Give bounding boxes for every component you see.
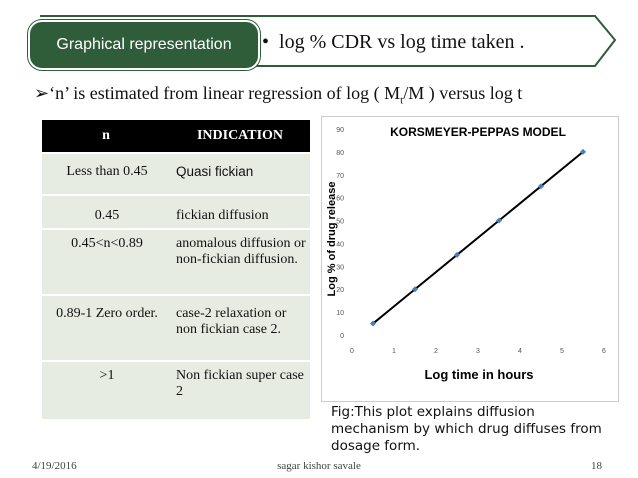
x-tick-label: 1 bbox=[392, 348, 396, 355]
x-axis: 0 1 2 3 4 5 6 bbox=[350, 348, 606, 355]
y-tick-label: 30 bbox=[336, 264, 344, 271]
footer-page-number: 18 bbox=[591, 460, 602, 472]
y-tick-label: 20 bbox=[336, 287, 344, 294]
figure-caption: Fig:This plot explains diffusion mechani… bbox=[331, 404, 602, 454]
chart-container: 0 10 20 30 40 50 60 70 80 90 0 1 2 3 4 5 6 KORSMEYER-PE… bbox=[321, 116, 619, 402]
data-point bbox=[370, 320, 376, 327]
y-axis: 0 10 20 30 40 50 60 70 80 90 bbox=[336, 127, 344, 340]
footer-date: 4/19/2016 bbox=[32, 460, 77, 472]
cell-indication: anomalous diffusion or non-fickian diffu… bbox=[170, 228, 310, 295]
data-points bbox=[370, 148, 586, 327]
cell-n: >1 bbox=[42, 360, 170, 419]
table-row: 0.89-1 Zero order. case-2 relaxation or … bbox=[42, 294, 310, 361]
x-tick-label: 0 bbox=[350, 348, 354, 355]
footer-author: sagar kishor savale bbox=[277, 460, 361, 472]
y-tick-label: 80 bbox=[336, 150, 344, 157]
y-axis-label: Log % of drug release bbox=[326, 182, 338, 297]
x-tick-label: 6 bbox=[602, 348, 606, 355]
trendline-group bbox=[372, 151, 584, 325]
table-row: 0.45 fickian diffusion bbox=[42, 194, 310, 229]
trendline bbox=[372, 151, 584, 325]
korsmeyer-peppas-chart: 0 10 20 30 40 50 60 70 80 90 0 1 2 3 4 5 6 KORSMEYER-PE… bbox=[326, 125, 606, 382]
y-tick-label: 60 bbox=[336, 196, 344, 203]
data-point bbox=[580, 148, 586, 155]
x-tick-label: 4 bbox=[518, 348, 522, 355]
cell-indication: case-2 relaxation or non fickian case 2. bbox=[170, 294, 310, 361]
data-point bbox=[496, 217, 502, 224]
regression-note-after: /M ) versus log t bbox=[403, 83, 523, 103]
header-n: n bbox=[42, 120, 170, 153]
section-badge-label: Graphical representation bbox=[56, 36, 232, 53]
data-point bbox=[412, 286, 418, 293]
cell-n: Less than 0.45 bbox=[42, 152, 170, 195]
regression-note-sub: t bbox=[400, 94, 404, 107]
y-tick-label: 10 bbox=[336, 310, 344, 317]
table-row: 0.45<n<0.89 anomalous diffusion or non-f… bbox=[42, 228, 310, 295]
table-row: >1 Non fickian super case 2 bbox=[42, 360, 310, 419]
bullet-icon: • bbox=[262, 31, 270, 53]
cell-n: 0.45 bbox=[42, 194, 170, 229]
x-axis-label: Log time in hours bbox=[424, 367, 533, 382]
y-tick-label: 40 bbox=[336, 241, 344, 248]
arrow-bullet-icon: ➢ bbox=[34, 83, 50, 103]
y-tick-label: 50 bbox=[336, 219, 344, 226]
data-point bbox=[454, 251, 460, 258]
cell-n: 0.45<n<0.89 bbox=[42, 228, 170, 295]
header-indication: INDICATION bbox=[170, 120, 310, 153]
x-tick-label: 2 bbox=[434, 348, 438, 355]
banner-title-text: log % CDR vs log time taken . bbox=[279, 31, 525, 53]
x-tick-label: 5 bbox=[560, 348, 564, 355]
y-tick-label: 70 bbox=[336, 173, 344, 180]
y-tick-label: 90 bbox=[336, 127, 344, 134]
regression-note: ➢‘n’ is estimated from linear regression… bbox=[34, 83, 522, 107]
cell-indication: fickian diffusion bbox=[170, 194, 310, 229]
data-point bbox=[538, 183, 544, 190]
banner-title: • log % CDR vs log time taken . bbox=[262, 31, 525, 54]
cell-indication: Non fickian super case 2 bbox=[170, 360, 310, 419]
table-row: Less than 0.45 Quasi fickian bbox=[42, 152, 310, 195]
y-tick-label: 0 bbox=[340, 333, 344, 340]
regression-note-before: ‘n’ is estimated from linear regression … bbox=[49, 83, 401, 103]
chart-title: KORSMEYER-PEPPAS MODEL bbox=[390, 125, 566, 139]
table-header-row: n INDICATION bbox=[42, 120, 310, 153]
cell-n: 0.89-1 Zero order. bbox=[42, 294, 170, 361]
indication-table: n INDICATION Less than 0.45 Quasi fickia… bbox=[42, 120, 310, 419]
cell-indication: Quasi fickian bbox=[170, 152, 310, 195]
section-badge: Graphical representation bbox=[28, 20, 260, 70]
x-tick-label: 3 bbox=[476, 348, 480, 355]
